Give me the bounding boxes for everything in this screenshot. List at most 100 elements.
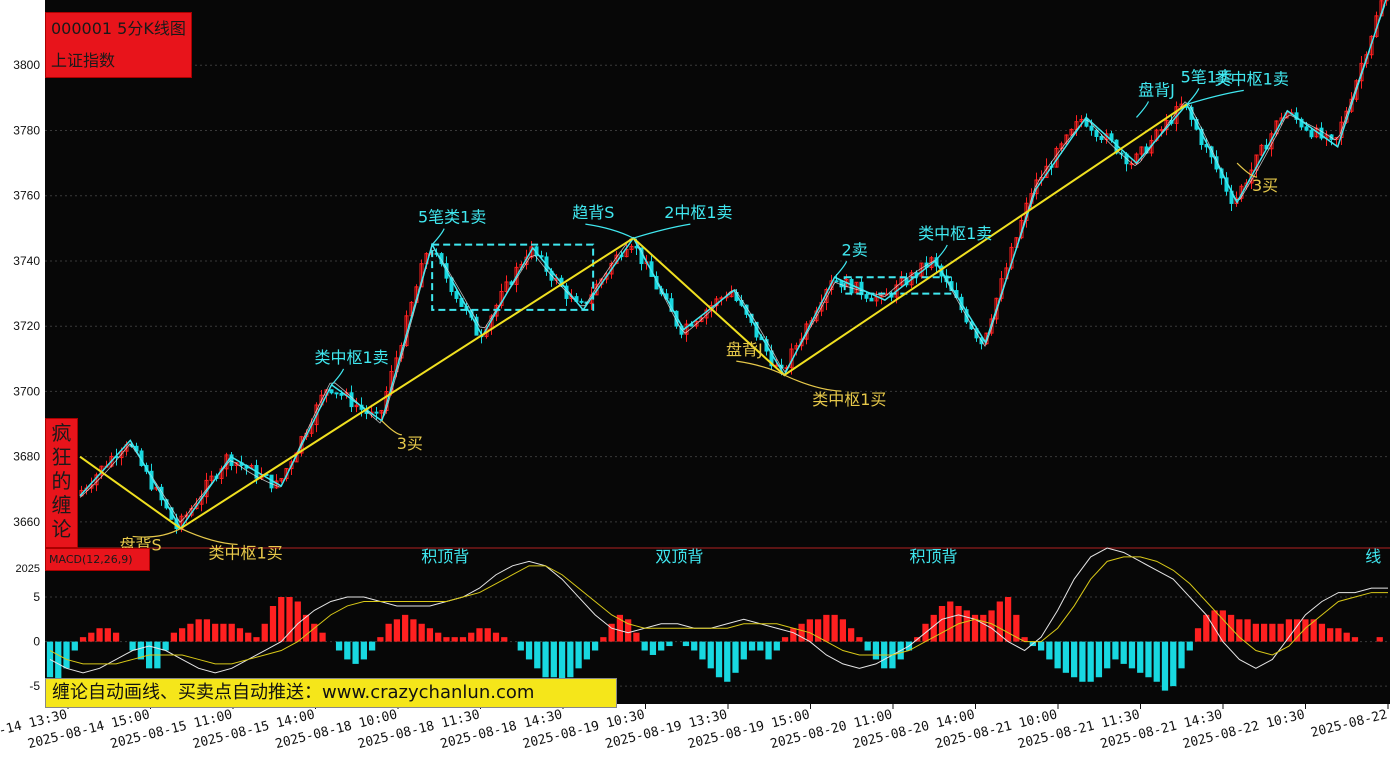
candle-body xyxy=(379,410,384,414)
candle-body xyxy=(1064,134,1069,145)
x-tick-label: 2025-08-22 xyxy=(1309,707,1389,740)
candle-body xyxy=(704,309,709,319)
candle-body xyxy=(694,320,699,327)
candle-body xyxy=(839,280,844,288)
candle-body xyxy=(314,404,319,426)
macd-signal-label: 积顶背 xyxy=(910,547,958,566)
candle-body xyxy=(1084,118,1089,127)
signal-label: 趋背S xyxy=(572,203,614,222)
candle-body xyxy=(1089,125,1094,131)
candle-body xyxy=(1259,144,1264,156)
signal-arrow xyxy=(736,360,785,376)
candle-body xyxy=(374,411,379,414)
promo-banner[interactable]: 缠论自动画线、买卖点自动推送：www.crazychanlun.com xyxy=(45,678,617,708)
signal-label: 5笔类1卖 xyxy=(418,208,486,227)
candle-body xyxy=(279,478,284,482)
candle-body xyxy=(629,245,634,250)
candle-body xyxy=(504,281,509,292)
macd-top-label: 2025 xyxy=(16,563,40,575)
candle-body xyxy=(894,284,899,298)
candle-body xyxy=(229,454,234,466)
candle-body xyxy=(1334,136,1339,140)
candle-body xyxy=(234,462,239,466)
candle-body xyxy=(769,350,774,367)
signal-arrow xyxy=(1236,162,1258,178)
candle-body xyxy=(1369,35,1374,56)
candle-body xyxy=(299,436,304,454)
y-tick-label: 3700 xyxy=(13,384,40,398)
chart-title-box: 000001 5分K线图 上证指数 xyxy=(45,12,192,78)
candle-body xyxy=(1094,129,1099,137)
candle-body xyxy=(1364,54,1369,64)
candle-body xyxy=(869,297,874,302)
candle-body xyxy=(89,484,94,489)
macd-signal-label: 双顶背 xyxy=(655,547,703,566)
signal-label: 类中枢1买 xyxy=(209,543,283,562)
signal-arrow xyxy=(934,244,948,262)
y-tick-label: 3740 xyxy=(13,254,40,268)
candle-body xyxy=(354,404,359,408)
candle-body xyxy=(1309,129,1314,138)
candle-body xyxy=(209,475,214,481)
dea-line xyxy=(49,556,1388,665)
signal-arrow xyxy=(834,261,848,278)
signal-arrow xyxy=(331,368,345,386)
candle-body xyxy=(1159,129,1164,132)
candle-body xyxy=(449,277,454,293)
candle-body xyxy=(864,294,869,299)
signal-label: 类中枢1卖 xyxy=(314,348,388,367)
candle-body xyxy=(1099,135,1104,140)
y-tick-label: 3800 xyxy=(13,58,40,72)
candle-body xyxy=(329,389,334,394)
signal-label: 2中枢1卖 xyxy=(664,203,732,222)
signal-label: 类中枢1卖 xyxy=(918,224,992,243)
zhongshu-box xyxy=(431,243,595,311)
y-tick-label: 3760 xyxy=(13,189,40,203)
macd-y-tick-label: -5 xyxy=(29,679,40,693)
candle-body xyxy=(1164,120,1169,131)
macd-signal-label: 积顶背 xyxy=(421,547,469,566)
signal-arrow xyxy=(1186,89,1244,105)
signal-arrow xyxy=(1186,88,1200,105)
signal-label: 盘背J xyxy=(1138,80,1175,99)
candle-body xyxy=(334,392,339,395)
candle-body xyxy=(834,280,839,283)
candle-body xyxy=(1319,127,1324,139)
chart-title: 000001 5分K线图 xyxy=(51,19,186,38)
candle-body xyxy=(1254,154,1259,171)
candle-body xyxy=(1359,62,1364,82)
macd-y-tick-label: 5 xyxy=(33,590,40,604)
index-name: 上证指数 xyxy=(51,51,116,70)
y-tick-label: 3720 xyxy=(13,319,40,333)
candle-body xyxy=(289,461,294,470)
macd-label: MACD(12,26,9) xyxy=(45,548,150,571)
candle-body xyxy=(499,290,504,306)
signal-label: 类中枢1卖 xyxy=(1215,69,1289,88)
candle-body xyxy=(799,338,804,347)
candle-body xyxy=(624,248,629,258)
candle-body xyxy=(609,262,614,275)
candle-body xyxy=(699,317,704,322)
signal-label: 3买 xyxy=(1252,176,1278,195)
side-brand-label: 疯狂的缠论 xyxy=(45,418,78,548)
y-tick-label: 3660 xyxy=(13,515,40,529)
macd-y-tick-label: 0 xyxy=(33,635,40,649)
candle-body xyxy=(899,277,904,286)
signal-arrow xyxy=(585,223,634,239)
signal-label: 3买 xyxy=(397,434,423,453)
dif-line xyxy=(49,547,1388,674)
signal-arrow xyxy=(180,527,238,546)
signal-arrow xyxy=(633,223,691,239)
candle-body xyxy=(1069,128,1074,136)
candle-body xyxy=(1079,118,1084,123)
signal-label: 类中枢1买 xyxy=(812,390,886,409)
signal-arrow xyxy=(1136,101,1150,118)
signal-label: 2卖 xyxy=(842,240,868,259)
candle-body xyxy=(604,273,609,280)
candle-body xyxy=(194,503,199,510)
candle-body xyxy=(1304,126,1309,131)
candle-body xyxy=(1299,118,1304,128)
candle-body xyxy=(994,297,999,320)
macd-signal-label: 线 xyxy=(1365,547,1381,566)
